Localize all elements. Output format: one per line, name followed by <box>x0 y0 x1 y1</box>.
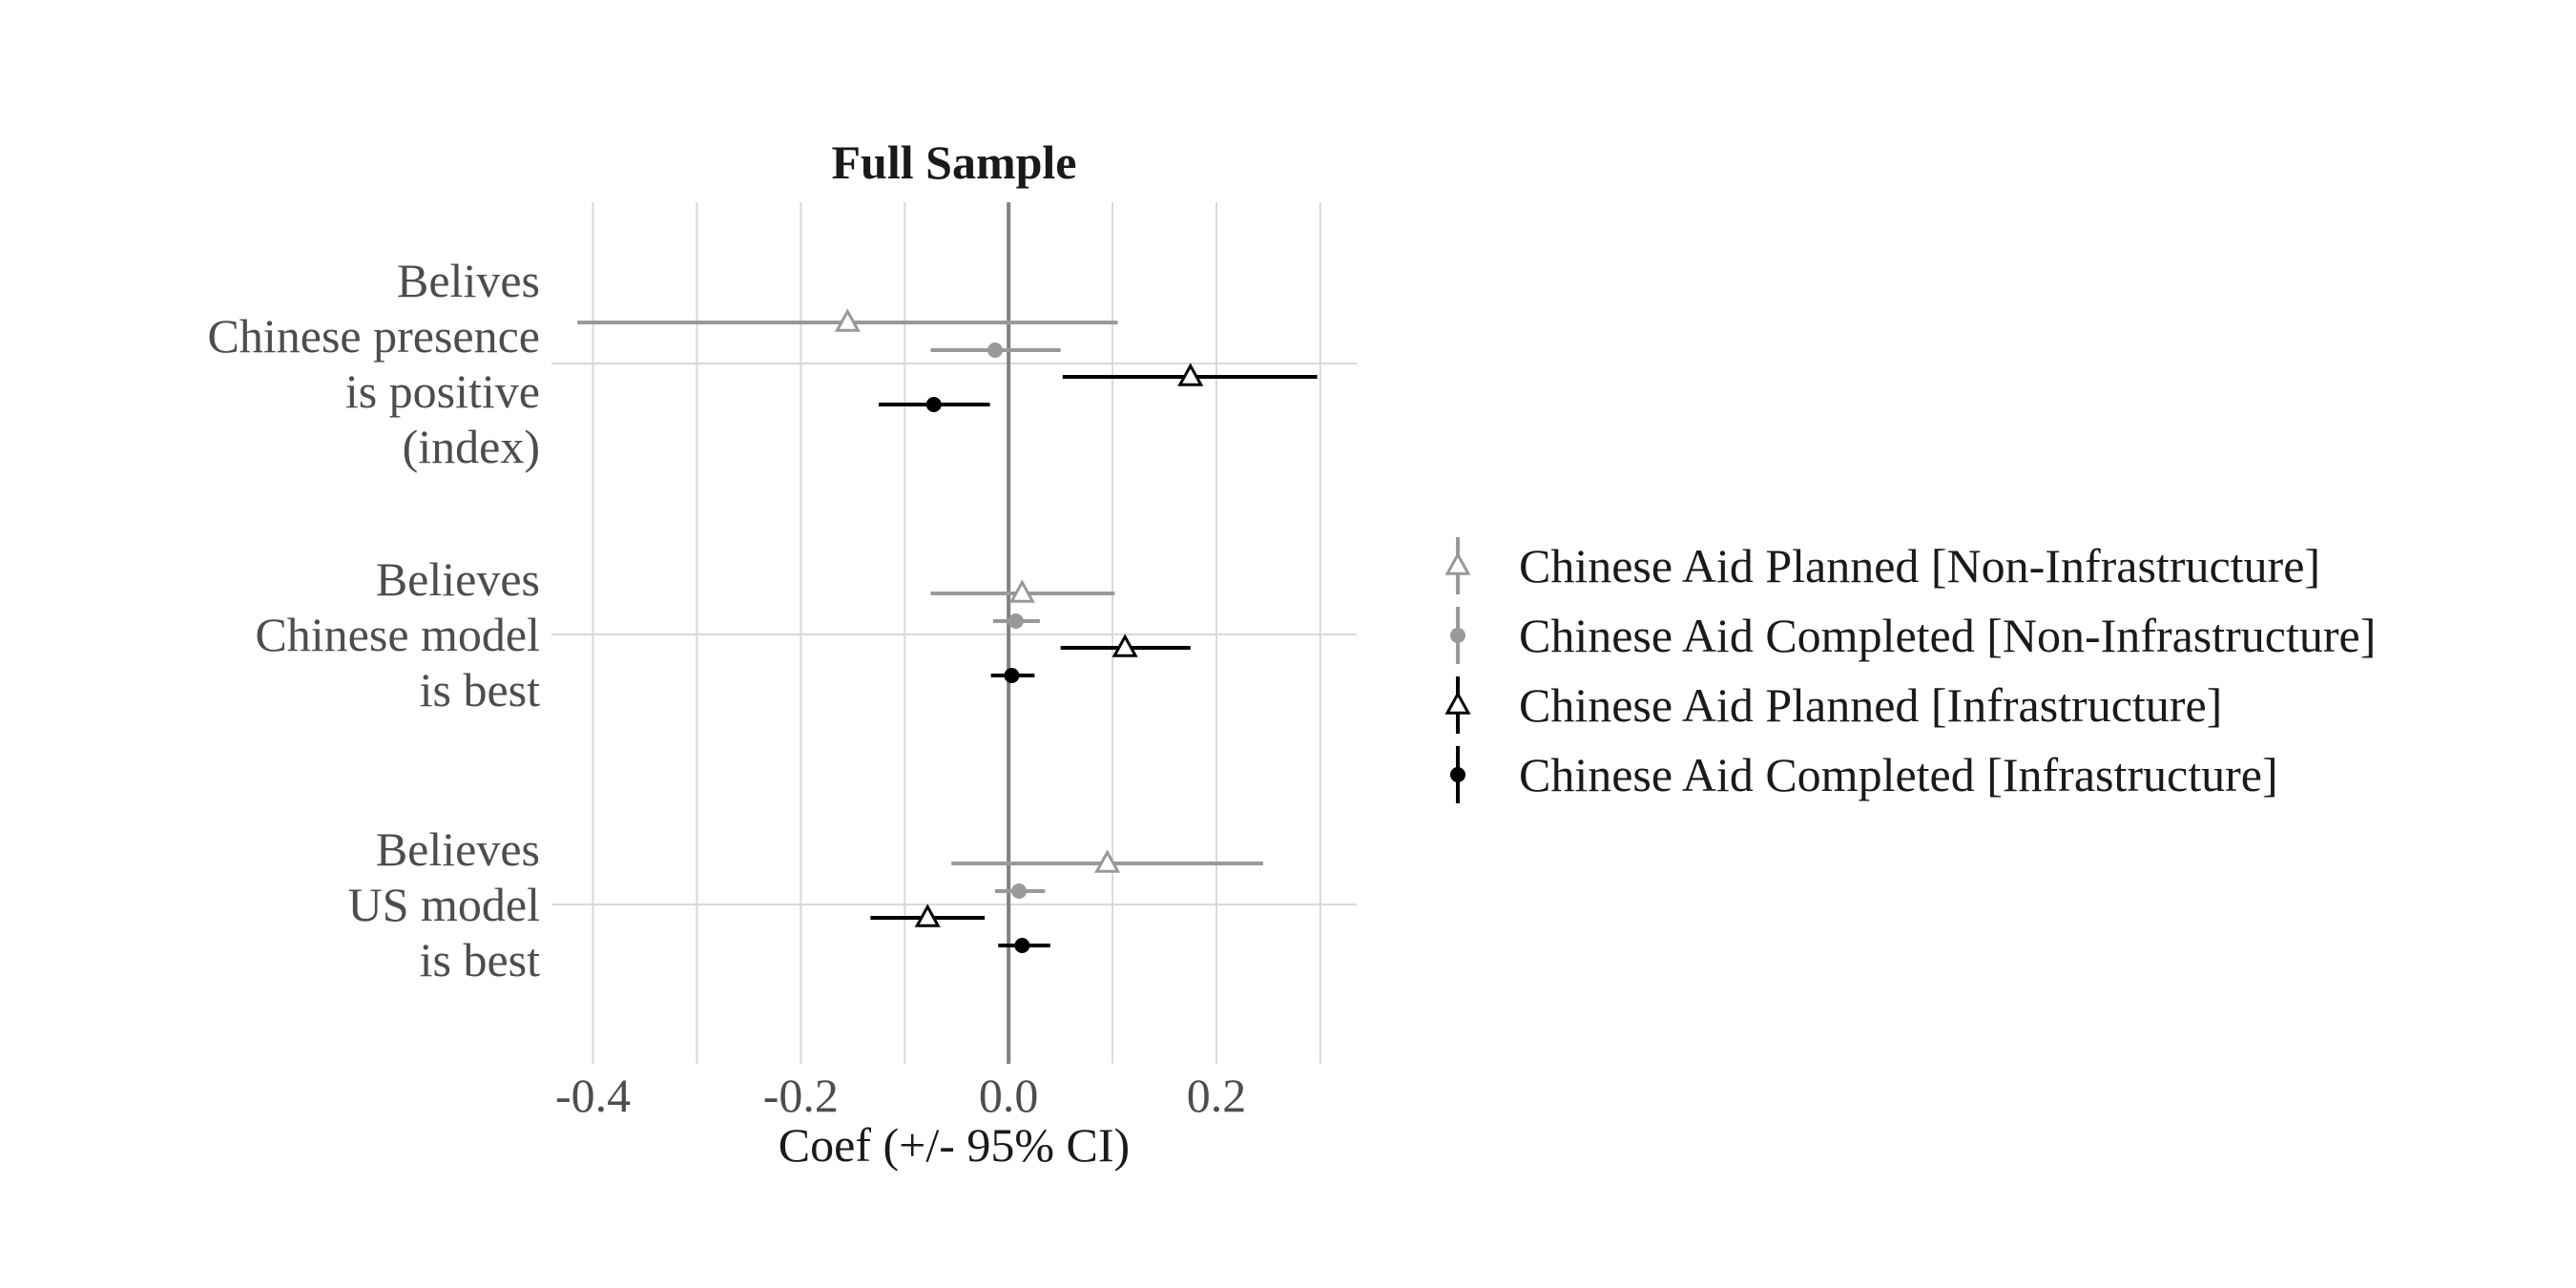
point-estimate <box>1004 668 1020 683</box>
point-estimate <box>987 343 1004 358</box>
legend-key-marker <box>1450 767 1465 782</box>
y-category-label: Believes <box>376 552 540 606</box>
point-estimate <box>1014 938 1030 953</box>
grid-lines <box>551 202 1357 1064</box>
x-axis-label: Coef (+/- 95% CI) <box>779 1118 1130 1172</box>
point-estimate <box>1008 613 1024 629</box>
x-tick-label: 0.0 <box>979 1069 1039 1122</box>
legend-label: Chinese Aid Planned [Non-Infrastructure] <box>1519 539 2320 592</box>
point-estimate <box>1011 883 1028 899</box>
point-estimate <box>1111 634 1138 657</box>
y-category-label: Belives <box>397 254 540 307</box>
y-category-label: is positive <box>345 364 540 418</box>
y-category-label: Chinese model <box>255 608 540 661</box>
legend-label: Chinese Aid Planned [Infrastructure] <box>1519 678 2222 732</box>
point-estimate <box>1008 579 1035 603</box>
legend-key-marker <box>1450 628 1465 643</box>
series-1 <box>577 308 1263 873</box>
y-category-label: is best <box>420 933 541 987</box>
point-estimate <box>925 397 942 412</box>
y-category-label: US model <box>348 878 540 931</box>
y-category-label: (index) <box>403 420 540 473</box>
legend-key-marker <box>1444 551 1471 575</box>
series-3 <box>870 363 1318 927</box>
y-category-label: is best <box>420 663 541 717</box>
legend-key-marker <box>1444 691 1471 715</box>
legend-item: Chinese Aid Planned [Infrastructure] <box>1444 676 2222 734</box>
legend-label: Chinese Aid Completed [Non-Infrastructur… <box>1519 609 2376 662</box>
x-tick-label: -0.4 <box>555 1069 631 1122</box>
point-estimate <box>1177 363 1204 386</box>
series-2 <box>930 343 1061 899</box>
point-estimate <box>914 904 941 927</box>
legend-item: Chinese Aid Completed [Infrastructure] <box>1450 746 2278 803</box>
legend-item: Chinese Aid Completed [Non-Infrastructur… <box>1450 607 2376 664</box>
chart-title: Full Sample <box>832 135 1077 189</box>
point-estimate <box>1094 849 1121 873</box>
point-estimate <box>834 308 861 332</box>
legend-item: Chinese Aid Planned [Non-Infrastructure] <box>1444 537 2320 594</box>
y-category-label: Chinese presence <box>208 309 540 363</box>
x-tick-label: -0.2 <box>763 1069 839 1122</box>
legend-label: Chinese Aid Completed [Infrastructure] <box>1519 748 2278 801</box>
legend: Chinese Aid Planned [Non-Infrastructure]… <box>1444 537 2376 803</box>
x-tick-label: 0.2 <box>1187 1069 1247 1122</box>
y-category-label: Believes <box>376 822 540 876</box>
series-4 <box>879 397 1050 953</box>
